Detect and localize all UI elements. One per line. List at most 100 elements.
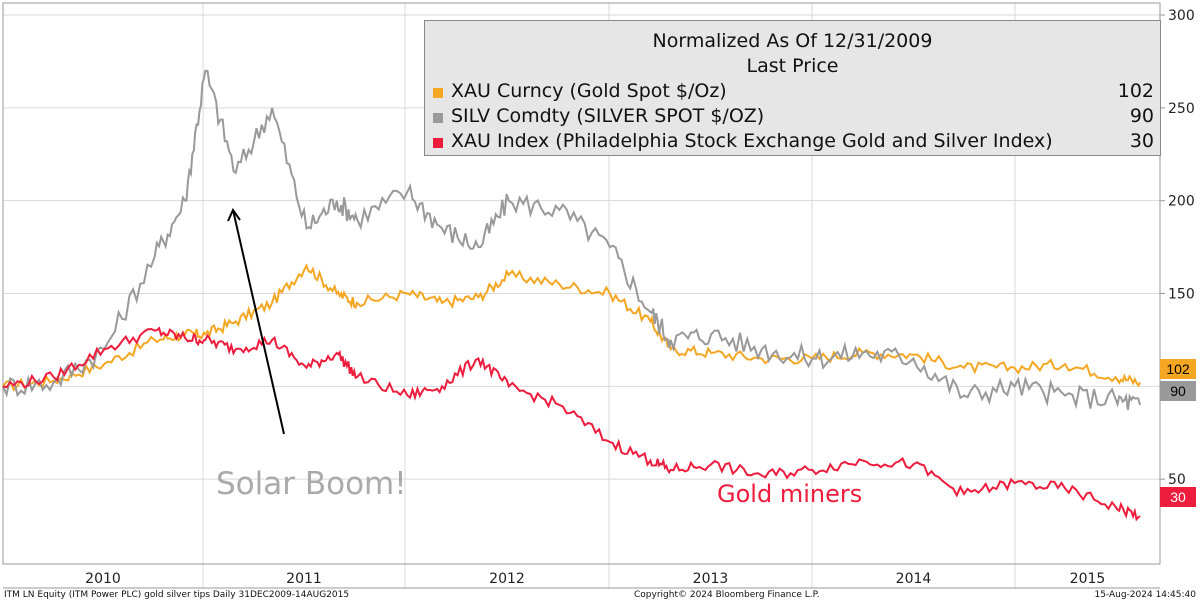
data-point-xau-index bbox=[154, 330, 156, 332]
data-point-silver bbox=[271, 107, 273, 109]
y-tick-label: 150 bbox=[1168, 287, 1195, 303]
legend-swatch-gold bbox=[433, 88, 443, 98]
data-point-gold bbox=[761, 357, 763, 359]
legend-label-xau-index: XAU Index (Philadelphia Stock Exchange G… bbox=[451, 130, 1053, 152]
data-point-silver bbox=[710, 333, 712, 335]
data-point-xau-index bbox=[305, 367, 307, 369]
series-line-xau-index bbox=[2, 326, 1141, 522]
data-point-silver bbox=[407, 190, 409, 192]
data-point-xau-index bbox=[271, 339, 273, 341]
data-point-gold bbox=[184, 333, 186, 335]
x-tick-label: 2010 bbox=[85, 571, 121, 587]
data-point-silver bbox=[912, 357, 914, 359]
data-point-gold bbox=[912, 354, 914, 356]
legend-item-xau-index: XAU Index (Philadelphia Stock Exchange G… bbox=[425, 129, 1160, 154]
data-point-xau-index bbox=[670, 469, 672, 471]
data-point-gold bbox=[356, 302, 358, 304]
data-point-gold bbox=[670, 348, 672, 350]
chart-title: Normalized As Of 12/31/2009 bbox=[652, 30, 933, 52]
data-point-silver bbox=[1064, 395, 1066, 397]
data-point-silver bbox=[649, 311, 651, 313]
data-point-xau-index bbox=[862, 460, 864, 462]
data-point-gold bbox=[609, 293, 611, 294]
data-point-gold bbox=[1064, 363, 1066, 365]
data-point-gold bbox=[508, 274, 510, 276]
y-tick-label: 50 bbox=[1168, 472, 1186, 488]
data-point-gold bbox=[1014, 367, 1016, 369]
footer-left: ITM LN Equity (ITM Power PLC) gold silve… bbox=[4, 590, 350, 600]
data-point-gold bbox=[235, 320, 237, 322]
legend-item-silver: SILV Comdty (SILVER SPOT $/OZ) 90 bbox=[425, 104, 1160, 129]
y-tick-label: 300 bbox=[1168, 8, 1195, 24]
data-point-xau-index bbox=[609, 441, 611, 443]
data-point-gold bbox=[649, 320, 651, 322]
last-value-tag-xau-index: 30 bbox=[1160, 487, 1196, 507]
data-point-xau-index bbox=[336, 352, 338, 354]
data-point-gold bbox=[558, 283, 560, 285]
last-value-tag-gold: 102 bbox=[1160, 359, 1196, 379]
data-point-silver bbox=[477, 246, 479, 248]
legend-swatch-xau-index bbox=[433, 138, 443, 148]
solar-boom-arrow bbox=[227, 207, 285, 435]
data-point-silver bbox=[558, 209, 560, 211]
x-tick-label: 2013 bbox=[693, 571, 729, 587]
data-point-gold bbox=[710, 352, 712, 354]
data-point-silver bbox=[53, 382, 55, 384]
data-point-xau-index bbox=[912, 463, 914, 465]
data-point-xau-index bbox=[1014, 482, 1016, 484]
x-tick-label: 2012 bbox=[489, 571, 525, 587]
data-point-gold bbox=[441, 302, 443, 304]
footer-copyright: Copyright© 2024 Bloomberg Finance L.P. bbox=[634, 590, 820, 600]
data-point-silver bbox=[356, 218, 358, 220]
legend-value-xau-index: 30 bbox=[1129, 130, 1154, 152]
data-point-silver bbox=[336, 200, 338, 202]
data-point-silver bbox=[184, 200, 186, 202]
data-point-xau-index bbox=[184, 337, 186, 339]
chart-subtitle: Last Price bbox=[746, 55, 839, 77]
legend-label-gold: XAU Curncy (Gold Spot $/Oz) bbox=[451, 80, 727, 102]
solar-boom-annotation: Solar Boom! bbox=[216, 466, 407, 502]
data-point-xau-index bbox=[53, 376, 55, 378]
data-point-silver bbox=[609, 246, 611, 248]
data-point-xau-index bbox=[103, 348, 105, 350]
data-point-xau-index bbox=[1139, 515, 1141, 517]
x-tick-label: 2011 bbox=[286, 571, 322, 587]
data-point-xau-index bbox=[761, 474, 763, 476]
data-point-gold bbox=[271, 302, 273, 304]
footer-timestamp: 15-Aug-2024 14:45:40 bbox=[1094, 590, 1196, 600]
data-point-gold bbox=[963, 367, 965, 369]
data-point-gold bbox=[407, 293, 409, 294]
data-point-xau-index bbox=[2, 385, 4, 387]
data-point-gold bbox=[477, 296, 479, 298]
legend-swatch-silver bbox=[433, 113, 443, 123]
data-point-xau-index bbox=[558, 404, 560, 406]
data-point-silver bbox=[761, 348, 763, 350]
data-point-xau-index bbox=[811, 469, 813, 471]
data-point-gold bbox=[305, 265, 307, 267]
data-point-xau-index bbox=[441, 385, 443, 387]
data-point-gold bbox=[103, 363, 105, 365]
data-point-silver bbox=[508, 200, 510, 202]
legend-value-silver: 90 bbox=[1129, 105, 1154, 127]
data-point-xau-index bbox=[407, 395, 409, 397]
data-point-silver bbox=[154, 255, 156, 257]
data-point-xau-index bbox=[710, 463, 712, 465]
series-lines bbox=[2, 69, 1141, 522]
chart-legend: Normalized As Of 12/31/2009 Last Price X… bbox=[424, 20, 1161, 156]
last-value-tag-silver: 90 bbox=[1160, 381, 1196, 401]
data-point-xau-index bbox=[1115, 506, 1117, 508]
data-point-silver bbox=[235, 172, 237, 174]
x-tick-label: 2015 bbox=[1070, 571, 1106, 587]
gold-miners-annotation: Gold miners bbox=[717, 480, 863, 508]
data-point-gold bbox=[336, 293, 338, 294]
data-point-silver bbox=[862, 352, 864, 354]
data-point-silver bbox=[1115, 398, 1117, 400]
data-point-xau-index bbox=[1064, 487, 1066, 489]
legend-item-gold: XAU Curncy (Gold Spot $/Oz) 102 bbox=[425, 79, 1160, 104]
data-point-silver bbox=[963, 395, 965, 397]
series-line-gold bbox=[2, 263, 1141, 392]
data-point-xau-index bbox=[204, 339, 206, 341]
y-tick-label: 200 bbox=[1168, 194, 1195, 210]
data-point-xau-index bbox=[508, 385, 510, 387]
